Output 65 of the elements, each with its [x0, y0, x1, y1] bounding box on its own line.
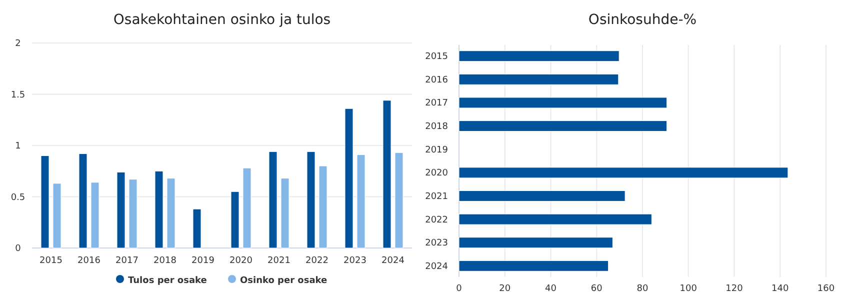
- x-tick-label: 0: [456, 284, 462, 294]
- chart-title: Osakekohtainen osinko ja tulos: [113, 12, 331, 28]
- y-tick-label: 0: [15, 244, 22, 254]
- bar: [242, 168, 252, 248]
- x-tick-label: 2018: [154, 256, 177, 266]
- x-tick-label: 2015: [40, 256, 62, 266]
- y-tick-label: 2017: [425, 98, 448, 109]
- y-tick-label: 2020: [425, 168, 448, 179]
- y-tick-label: 2015: [425, 52, 448, 62]
- x-tick-label: 2023: [344, 256, 366, 266]
- y-tick-label: 2023: [425, 238, 448, 249]
- x-tick-label: 2020: [230, 256, 253, 266]
- bar: [268, 151, 278, 248]
- bar: [52, 183, 62, 248]
- bar: [382, 100, 392, 248]
- bar: [344, 108, 354, 248]
- x-tick-label: 2022: [306, 256, 328, 266]
- x-tick-label: 60: [590, 284, 603, 294]
- bar: [458, 120, 668, 132]
- bar: [458, 190, 626, 202]
- bar: [458, 260, 609, 272]
- x-tick-label: 140: [772, 284, 789, 294]
- y-tick-label: 1: [15, 142, 21, 152]
- bar: [458, 214, 652, 225]
- bar: [458, 74, 619, 85]
- bar: [318, 166, 328, 248]
- chart-title: Osinkosuhde-%: [588, 12, 697, 28]
- y-tick-label: 2016: [425, 75, 448, 86]
- y-tick-label: 0.5: [10, 192, 26, 203]
- legend-label: Osinko per osake: [240, 276, 328, 286]
- bar: [394, 152, 404, 248]
- y-tick-label: 2019: [425, 145, 448, 156]
- bar: [458, 50, 620, 62]
- bar: [458, 167, 788, 178]
- bar: [192, 208, 202, 248]
- x-tick-label: 120: [726, 284, 744, 294]
- bar: [116, 172, 126, 248]
- bar: [458, 97, 668, 108]
- legend-label: Tulos per osake: [128, 276, 207, 286]
- bar: [356, 154, 366, 248]
- x-tick-label: 80: [636, 284, 648, 294]
- bar: [90, 182, 100, 248]
- x-tick-label: 160: [817, 284, 835, 294]
- x-tick-label: 40: [545, 284, 557, 294]
- bar: [40, 156, 50, 248]
- bar: [166, 178, 176, 248]
- bar: [128, 179, 138, 248]
- bar: [280, 178, 290, 248]
- bar: [154, 170, 164, 248]
- y-tick-label: 2021: [425, 192, 448, 202]
- x-tick-label: 2024: [382, 256, 405, 266]
- bar: [78, 153, 88, 248]
- bar: [230, 191, 240, 248]
- y-tick-label: 1.5: [10, 90, 26, 100]
- x-tick-label: 2016: [78, 256, 101, 266]
- y-tick-label: 2018: [425, 122, 448, 132]
- y-tick-label: 2022: [425, 215, 448, 226]
- bar: [306, 151, 316, 248]
- y-tick-label: 2: [15, 39, 21, 49]
- bar: [458, 237, 613, 248]
- x-tick-label: 2017: [116, 256, 138, 266]
- x-tick-label: 2019: [192, 256, 215, 266]
- x-tick-label: 2021: [268, 256, 290, 266]
- x-tick-label: 100: [680, 284, 698, 294]
- x-tick-label: 20: [499, 284, 511, 294]
